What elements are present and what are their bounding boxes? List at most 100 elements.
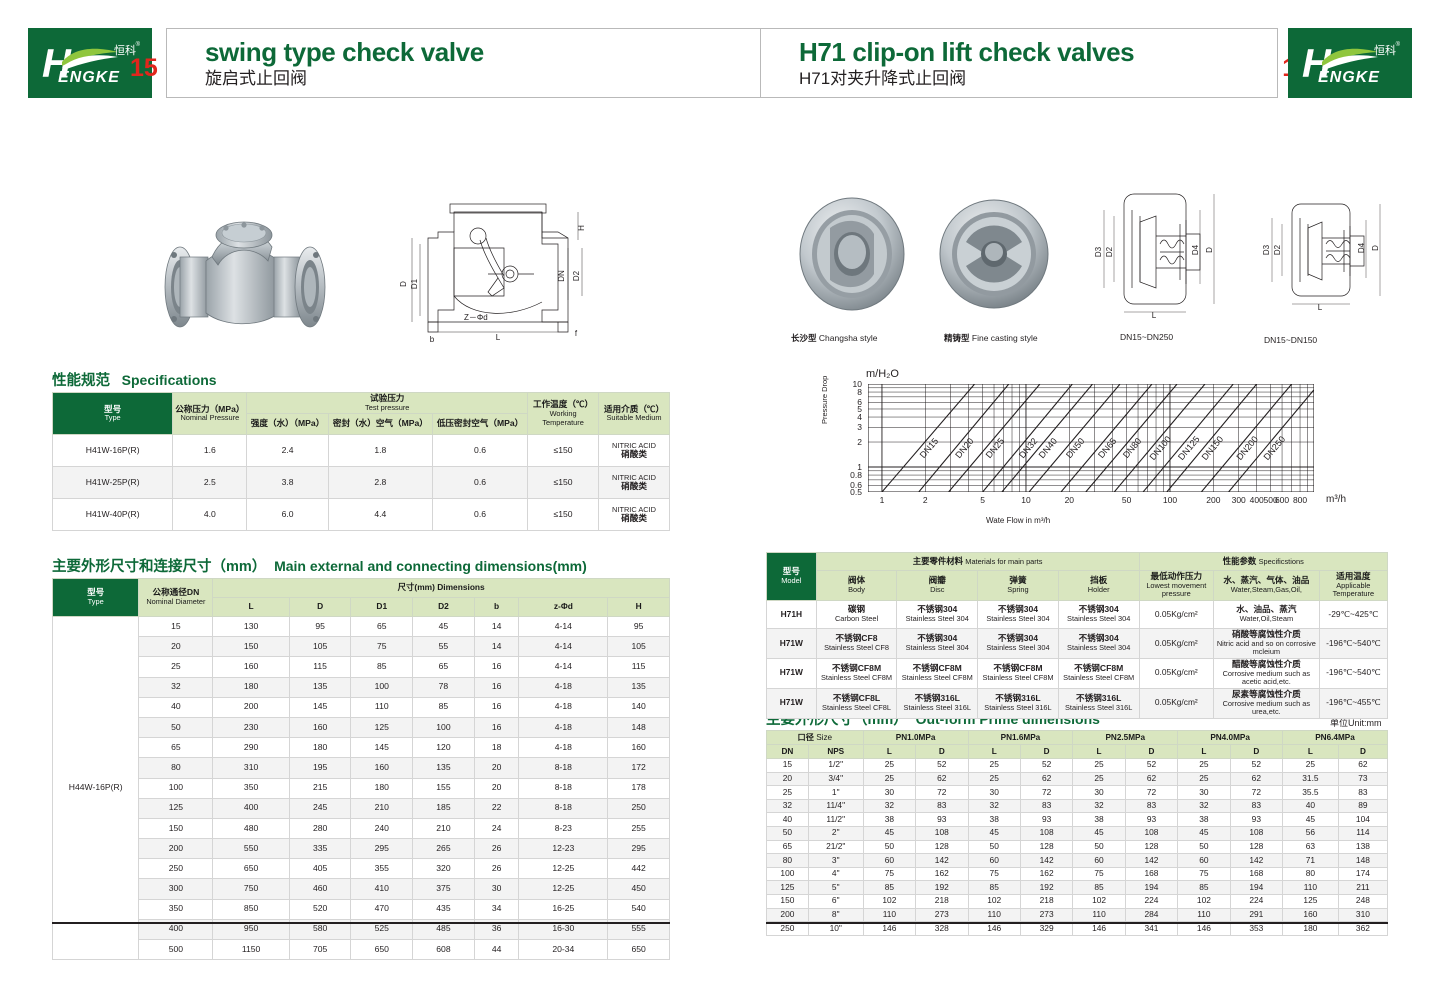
cell-dn: 400 [138,918,214,941]
cell-value-8: 71 [1282,853,1339,868]
chart-x-unit-label: m³/h [1326,494,1346,505]
cell-dn: 500 [138,938,214,961]
section-title-en: Main external and connecting dimensions(… [274,558,587,574]
cell-D: 115 [288,656,352,678]
cell-value-9: 248 [1337,893,1389,909]
value-cn: 不锈钢304 [1078,633,1119,644]
value-en: Stainless Steel CF8L [822,702,892,712]
cell-value-3: 93 [1019,812,1074,827]
y-tick-label: 2 [857,437,862,448]
header-cn: 最低动作压力 [1150,571,1203,581]
cell-strength: 3.8 [246,466,329,500]
table-row: 300 750 460 410 375 30 12-25 450 [53,878,670,900]
value-cn: 不锈钢CF8 [835,633,878,644]
col-nominal-pressure: 公称压力（MPa） Nominal Pressure [172,391,248,436]
cell-D1: 240 [350,817,414,840]
col-size-group: 口径 Size [766,730,864,745]
cell-value-1: 328 [915,921,969,936]
col-d-g0: D [915,744,969,759]
cell-medium: NITRIC ACID 硝酸类 [598,498,670,532]
cell-L: 130 [212,615,290,638]
cell-zd: 4-18 [518,737,609,759]
cell-value-6: 25 [1177,771,1231,787]
cell-body: 不锈钢CF8 Stainless Steel CF8 [815,627,898,659]
header-en: Materials for main parts [965,556,1043,566]
series-line [918,384,1010,492]
table-row: 15 1/2" 25 52 25 52 25 52 25 52 25 62 [766,758,1389,773]
caption-cn: 长沙型 [791,333,817,343]
x-tick-label: 2 [922,495,928,505]
col-lowest-pressure: 最低动作压力 Lowest movement pressure [1138,570,1215,601]
cell-value-4: 110 [1072,907,1126,923]
cell-value-5: 62 [1124,771,1179,787]
cell-D: 135 [288,676,352,698]
value-cn: 不锈钢304 [997,604,1039,615]
cell-L: 350 [212,777,290,799]
value-en: Stainless Steel 316L [1064,702,1133,712]
dim-label-D: D [1205,247,1214,253]
cell-nps: 3" [807,853,864,868]
value-cn: 不锈钢304 [917,604,958,615]
cell-zd: 4-14 [518,636,609,658]
col-pn25-group: PN2.5MPa [1072,730,1179,745]
cell-D2: 375 [412,878,475,900]
cell-D1: 160 [350,757,414,779]
header-en: Suitable Medium [606,413,662,423]
cell-D: 705 [288,938,352,961]
cell-nps: 1" [807,785,864,800]
cell-L: 200 [212,696,290,718]
cell-value-0: 50 [862,839,917,855]
header-cn: 性能参数 [1222,555,1257,566]
table-row: 150 6" 102 218 102 218 102 224 102 224 125 248 [766,893,1389,909]
cell-dn: 25 [766,785,809,800]
cell-value-7: 83 [1229,798,1284,814]
cell-H: 295 [607,838,670,860]
cell-D2: 608 [412,938,475,961]
cell-value-2: 30 [967,785,1021,800]
cell-spring: 不锈钢CF8M Stainless Steel CF8M [977,657,1059,689]
logo-chinese-text: 恒科 [1374,45,1396,57]
cell-H: 148 [607,716,670,739]
cell-L: 480 [212,817,290,840]
cell-zd: 8-18 [518,777,609,799]
cell-value-2: 146 [967,921,1021,936]
cell-value-4: 25 [1072,758,1126,773]
col-spring: 弹簧 Spring [977,570,1059,601]
value-en: Stainless Steel 304 [905,614,969,624]
cell-D1: 410 [350,878,414,900]
table-row: 250 650 405 355 320 26 12-25 442 [53,858,670,880]
cell-H: 450 [607,878,670,900]
chart-x-axis-label: Wate Flow in m³/h [986,516,1051,525]
cell-D1: 100 [350,676,414,698]
chart-y-axis-label: Pressure Drop [820,375,829,424]
cell-type: H41W-25P(R) [51,466,174,500]
dim-label-L: L [496,333,501,342]
col-pn16-group: PN1.6MPa [967,730,1074,745]
header-en: Type [87,597,104,607]
header-en: Model [781,576,802,586]
cell-H: 105 [607,636,670,658]
wafer-check-valve-fine-casting-photo [939,199,1049,309]
cell-dn: 25 [138,656,214,678]
cell-H: 250 [607,797,670,819]
cell-D1: 65 [350,615,414,638]
cell-seal: 2.8 [327,466,433,500]
dim-label-b: b [430,335,435,344]
series-line [1085,384,1178,492]
cell-value-1: 128 [915,839,969,855]
value-cn: 碳钢 [847,604,866,615]
cell-value-1: 93 [915,812,969,827]
cell-lowest-pressure: 0.05Kg/cm² [1138,657,1215,689]
cell-b: 26 [473,838,520,860]
cell-nps: 5" [807,880,864,895]
x-tick-label: 800 [1292,495,1308,505]
table-row: 125 400 245 210 185 22 8-18 250 [53,797,670,819]
cell-value-2: 38 [967,812,1021,827]
cell-value-5: 284 [1124,907,1179,923]
cell-disc: 不锈钢CF8M Stainless Steel CF8M [896,657,979,689]
title-bar-right: H71 clip-on lift check valves H71对夹升降式止回… [760,28,1278,98]
cell-D2: 120 [412,737,475,759]
value-en: Corrosive medium such as acetic acid,etc… [1222,668,1311,687]
table-row: 150 480 280 240 210 24 8-23 255 [53,817,670,840]
right-bottom-rule [766,922,1388,924]
